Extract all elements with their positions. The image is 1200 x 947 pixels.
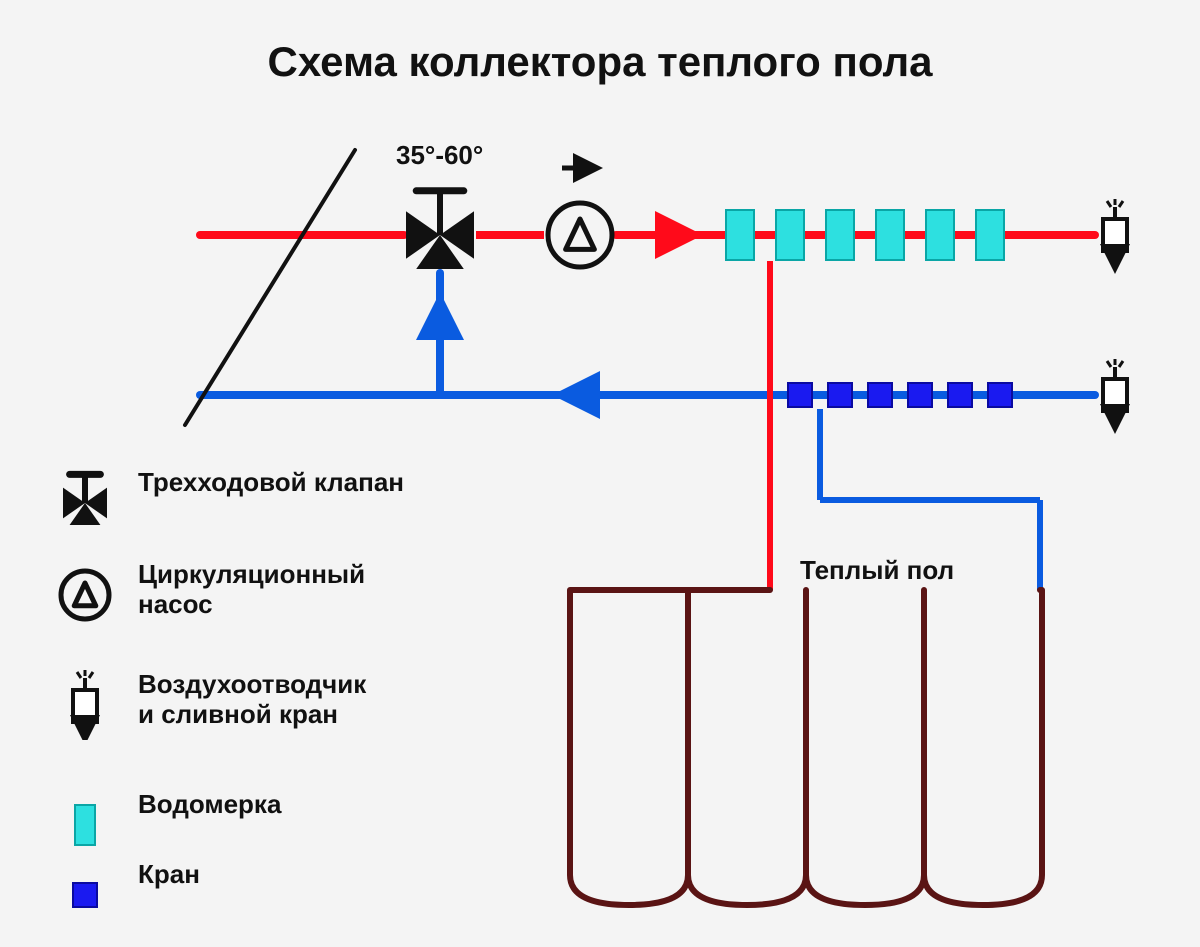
air-vent-icon <box>73 670 97 740</box>
air-vent-supply <box>1103 199 1127 269</box>
pump-icon <box>61 571 109 619</box>
return-valve-2 <box>828 383 852 407</box>
pump-icon <box>548 203 612 267</box>
air-vent-return <box>1103 359 1127 429</box>
flow-meter-5 <box>926 210 954 260</box>
legend-item-pump: Циркуляционный насос <box>50 560 365 620</box>
legend-item-airvent: Воздухоотводчик и сливной кран <box>50 670 366 730</box>
threeway-valve-icon <box>406 191 474 269</box>
flow-meter-4 <box>876 210 904 260</box>
valve-temp-label: 35°-60° <box>396 140 483 171</box>
flow-meter-1 <box>726 210 754 260</box>
return-valve-3 <box>868 383 892 407</box>
legend-label: Трехходовой клапан <box>138 468 404 498</box>
legend-item-threeway: Трехходовой клапан <box>50 468 404 498</box>
return-valve-4 <box>908 383 932 407</box>
legend-item-valve: Кран <box>50 860 200 890</box>
flow-meter-3 <box>826 210 854 260</box>
flow-meter-6 <box>976 210 1004 260</box>
threeway-valve-icon <box>63 474 107 525</box>
return-valve-1 <box>788 383 812 407</box>
legend-label: Кран <box>138 860 200 890</box>
flow-meter-2 <box>776 210 804 260</box>
return-valve-5 <box>948 383 972 407</box>
legend-item-meter: Водомерка <box>50 790 281 820</box>
return-valve-6 <box>988 383 1012 407</box>
floor-loop <box>570 590 1042 905</box>
floor-label: Теплый пол <box>800 555 954 586</box>
boundary-line <box>185 150 355 425</box>
legend-label: Циркуляционный насос <box>138 560 365 620</box>
legend-label: Воздухоотводчик и сливной кран <box>138 670 366 730</box>
legend-label: Водомерка <box>138 790 281 820</box>
